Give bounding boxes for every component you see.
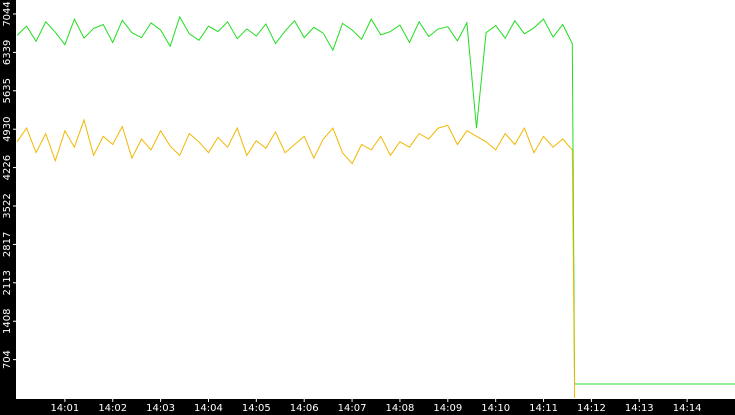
series-line <box>16 118 576 399</box>
x-tick-label: 14:11 <box>529 403 558 414</box>
x-tick-label: 14:03 <box>146 403 175 414</box>
y-tick-label: 4226 <box>2 155 13 180</box>
x-tick-label: 14:08 <box>386 403 415 414</box>
x-tick-label: 14:14 <box>673 403 702 414</box>
y-tick-label: 2817 <box>2 232 13 257</box>
y-tick-label: 3522 <box>2 193 13 218</box>
x-tick-label: 14:12 <box>577 403 606 414</box>
y-tick-label: 4930 <box>2 116 13 141</box>
y-tick-label: 7044 <box>2 1 13 26</box>
y-tick-label: 2113 <box>2 270 13 295</box>
y-tick-label: 1408 <box>2 309 13 334</box>
x-tick-label: 14:07 <box>338 403 367 414</box>
x-tick-label: 14:02 <box>98 403 127 414</box>
x-tick-label: 14:09 <box>433 403 462 414</box>
series-line <box>16 15 735 385</box>
x-tick-label: 14:13 <box>625 403 654 414</box>
y-tick-label: 5635 <box>2 78 13 103</box>
y-tick-label: 6339 <box>2 40 13 65</box>
y-tick-label: 704 <box>2 350 13 369</box>
x-tick-label: 14:05 <box>242 403 271 414</box>
x-tick-label: 14:10 <box>481 403 510 414</box>
x-tick-label: 14:06 <box>290 403 319 414</box>
x-tick-label: 14:01 <box>50 403 79 414</box>
x-tick-label: 14:04 <box>194 403 223 414</box>
plot-area <box>16 0 735 399</box>
